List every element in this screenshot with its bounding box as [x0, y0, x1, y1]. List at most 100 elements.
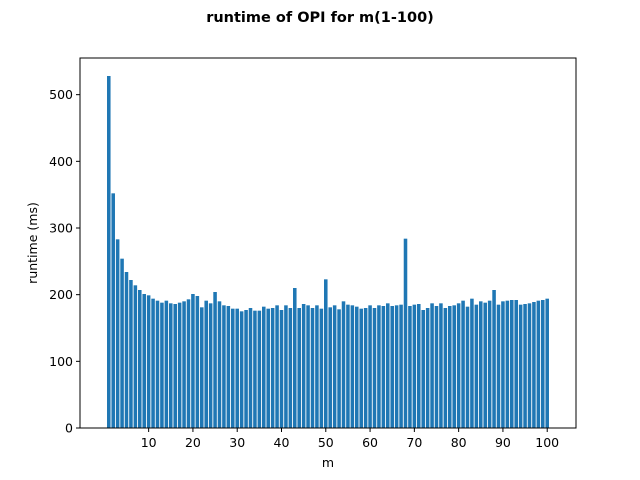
bar-m-78: [448, 306, 452, 428]
bar-m-79: [452, 305, 456, 428]
y-tick-label: 300: [49, 221, 73, 236]
bar-m-86: [483, 302, 487, 428]
bar-m-77: [443, 308, 448, 428]
plot-frame: [79, 57, 577, 429]
bar-m-56: [350, 305, 355, 428]
bar-m-54: [341, 301, 346, 428]
bar-m-93: [514, 300, 518, 428]
bar-m-14: [164, 300, 169, 428]
bar-m-39: [275, 305, 279, 428]
bar-m-34: [253, 310, 257, 428]
bar-m-87: [487, 300, 492, 428]
bar-m-60: [368, 305, 372, 428]
bar-m-25: [213, 292, 217, 428]
bar-m-55: [346, 304, 350, 428]
bar-m-88: [492, 290, 496, 428]
bar-m-62: [377, 305, 381, 428]
bar-m-91: [505, 300, 510, 428]
bar-m-42: [288, 308, 293, 428]
bar-m-26: [217, 301, 222, 428]
x-tick-label: 10: [141, 435, 157, 450]
bar-m-57: [355, 306, 359, 428]
y-tick-label: 500: [49, 87, 73, 102]
bar-m-32: [244, 310, 248, 428]
x-tick-label: 20: [185, 435, 201, 450]
bar-m-21: [195, 296, 200, 428]
bar-m-7: [133, 285, 138, 428]
bar-m-37: [266, 308, 270, 428]
bar-m-92: [510, 300, 514, 428]
bar-m-58: [359, 308, 363, 428]
bar-m-71: [417, 304, 421, 428]
bar-m-97: [532, 302, 536, 428]
bar-m-23: [204, 300, 208, 428]
y-tick-label: 400: [49, 154, 73, 169]
bar-m-67: [399, 304, 403, 428]
bar-m-90: [501, 301, 505, 428]
bar-m-45: [301, 304, 306, 428]
bar-m-1: [107, 76, 111, 428]
x-axis-label: m: [322, 455, 334, 470]
bar-m-22: [200, 307, 204, 428]
bar-m-94: [518, 304, 523, 428]
bar-m-29: [231, 308, 235, 428]
bar-m-49: [319, 308, 324, 428]
bar-m-51: [328, 307, 332, 428]
x-tick-label: 60: [362, 435, 378, 450]
bar-m-66: [394, 305, 399, 428]
bar-m-31: [239, 311, 244, 428]
x-tick-label: 80: [451, 435, 467, 450]
x-tick-label: 30: [229, 435, 245, 450]
bar-m-43: [293, 288, 297, 428]
bar-m-35: [257, 310, 262, 428]
bar-m-50: [324, 279, 328, 428]
bar-m-52: [332, 305, 337, 428]
bar-m-46: [306, 305, 310, 428]
bar-m-40: [279, 310, 284, 428]
x-tick-label: 90: [495, 435, 511, 450]
bar-m-16: [173, 304, 177, 428]
bar-m-12: [155, 300, 160, 428]
bar-m-47: [310, 308, 315, 428]
bar-m-48: [315, 305, 319, 428]
bar-m-96: [527, 303, 532, 428]
bar-m-11: [151, 298, 155, 428]
y-tick-label: 0: [65, 421, 73, 436]
bar-m-53: [337, 309, 341, 428]
chart-title: runtime of OPI for m(1-100): [206, 10, 434, 26]
bar-m-20: [191, 294, 195, 428]
bar-m-99: [541, 300, 545, 428]
x-tick-label: 70: [406, 435, 422, 450]
bar-m-61: [372, 308, 377, 428]
bar-m-33: [248, 308, 253, 428]
bar-series: [107, 76, 549, 428]
bar-m-27: [222, 305, 226, 428]
bar-m-65: [390, 306, 394, 428]
bar-m-4: [120, 258, 124, 428]
bar-m-84: [474, 304, 479, 428]
bar-m-68: [403, 238, 408, 428]
bar-m-18: [182, 301, 186, 428]
bar-m-8: [138, 290, 142, 428]
bar-m-72: [421, 310, 425, 428]
bar-m-80: [456, 303, 461, 428]
bar-m-17: [177, 302, 182, 428]
bar-m-81: [461, 300, 465, 428]
bar-m-82: [465, 306, 470, 428]
bar-m-85: [479, 301, 483, 428]
bar-m-13: [160, 302, 164, 428]
y-axis: 0 100 200 300 400 500: [49, 87, 80, 436]
y-tick-label: 100: [49, 354, 73, 369]
bar-m-10: [146, 295, 151, 428]
bar-m-75: [434, 306, 439, 428]
bar-m-100: [545, 298, 549, 428]
bar-m-36: [262, 306, 266, 428]
x-tick-label: 50: [318, 435, 334, 450]
bar-m-64: [386, 303, 390, 428]
bar-m-69: [408, 306, 412, 428]
bar-m-74: [430, 303, 434, 428]
x-tick-label: 100: [535, 435, 559, 450]
bar-m-76: [439, 303, 443, 428]
bar-m-28: [226, 306, 231, 428]
